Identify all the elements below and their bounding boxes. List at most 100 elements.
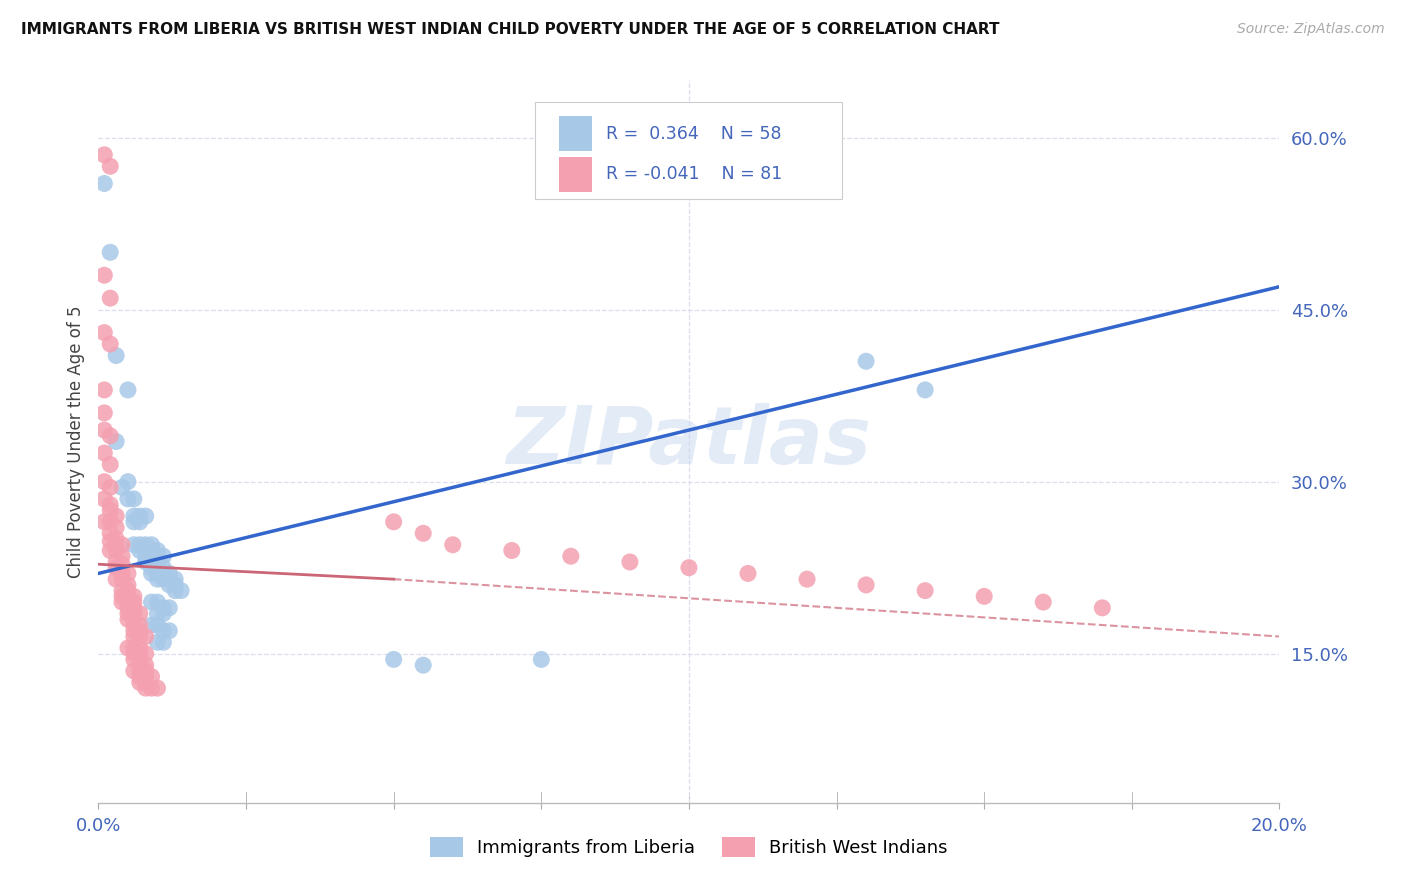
Point (619, 555, 641, 569)
Point (105, 509, 128, 524)
Point (93, 491, 115, 506)
Text: Source: ZipAtlas.com: Source: ZipAtlas.com (1237, 22, 1385, 37)
Point (441, 538, 464, 552)
Point (157, 572, 180, 586)
Point (141, 566, 163, 581)
Point (157, 578, 180, 592)
Point (146, 635, 169, 649)
Point (98, 498, 121, 512)
Point (105, 538, 128, 552)
Point (111, 480, 134, 494)
Point (122, 640, 145, 655)
Point (128, 618, 150, 632)
Point (105, 543, 128, 558)
Point (141, 549, 163, 564)
Point (105, 349, 128, 363)
Point (152, 607, 174, 621)
Point (135, 658, 157, 673)
Point (122, 590, 145, 604)
Point (111, 538, 134, 552)
Point (141, 538, 163, 552)
Point (111, 566, 134, 581)
Point (98, 291, 121, 305)
Point (128, 509, 150, 524)
Point (152, 566, 174, 581)
Point (128, 607, 150, 621)
Point (141, 618, 163, 632)
Point (141, 670, 163, 684)
Point (105, 572, 128, 586)
Point (98, 159, 121, 173)
Point (111, 595, 134, 609)
Point (93, 383, 115, 397)
Point (382, 515, 405, 529)
Point (128, 664, 150, 678)
FancyBboxPatch shape (560, 157, 592, 192)
Point (111, 583, 134, 598)
Point (93, 446, 115, 460)
Point (135, 630, 157, 644)
Point (412, 526, 434, 541)
Point (98, 245, 121, 260)
Point (117, 566, 139, 581)
Point (128, 652, 150, 666)
Point (152, 624, 174, 638)
Point (737, 566, 759, 581)
Point (152, 635, 174, 649)
Point (855, 578, 877, 592)
Point (146, 555, 169, 569)
Point (117, 612, 139, 626)
Point (122, 607, 145, 621)
Point (93, 268, 115, 283)
Point (141, 560, 163, 574)
Point (796, 572, 818, 586)
Point (98, 337, 121, 351)
Point (111, 572, 134, 586)
Point (135, 555, 157, 569)
Point (105, 520, 128, 534)
Point (105, 560, 128, 574)
Point (157, 600, 180, 615)
Point (93, 423, 115, 437)
Point (122, 491, 145, 506)
Point (128, 670, 150, 684)
Legend: Immigrants from Liberia, British West Indians: Immigrants from Liberia, British West In… (422, 828, 956, 866)
Point (128, 647, 150, 661)
Point (146, 549, 169, 564)
Text: R = -0.041    N = 81: R = -0.041 N = 81 (606, 165, 783, 183)
Point (141, 555, 163, 569)
Point (128, 515, 150, 529)
Point (122, 538, 145, 552)
Point (111, 549, 134, 564)
Point (105, 434, 128, 449)
Point (122, 652, 145, 666)
Point (111, 558, 134, 572)
Point (117, 583, 139, 598)
Point (98, 503, 121, 517)
Point (152, 560, 174, 574)
Point (146, 595, 169, 609)
Point (128, 658, 150, 673)
Point (412, 658, 434, 673)
Point (146, 681, 169, 695)
Point (560, 549, 582, 564)
Point (105, 532, 128, 546)
Point (146, 543, 169, 558)
Point (914, 583, 936, 598)
Point (135, 647, 157, 661)
Point (170, 583, 193, 598)
Point (146, 607, 169, 621)
Text: ZIPatlas: ZIPatlas (506, 402, 872, 481)
Point (117, 578, 139, 592)
Point (117, 475, 139, 489)
FancyBboxPatch shape (536, 102, 842, 200)
Point (128, 630, 150, 644)
Point (146, 560, 169, 574)
Point (98, 534, 121, 549)
Point (382, 652, 405, 666)
FancyBboxPatch shape (560, 117, 592, 151)
Point (117, 590, 139, 604)
Point (678, 560, 700, 574)
Text: IMMIGRANTS FROM LIBERIA VS BRITISH WEST INDIAN CHILD POVERTY UNDER THE AGE OF 5 : IMMIGRANTS FROM LIBERIA VS BRITISH WEST … (21, 22, 1000, 37)
Point (146, 572, 169, 586)
